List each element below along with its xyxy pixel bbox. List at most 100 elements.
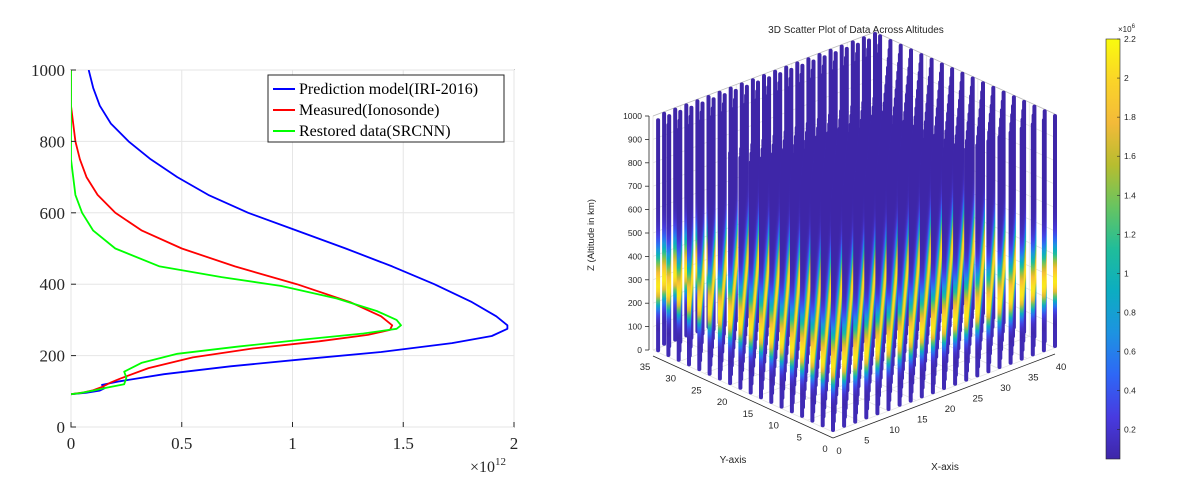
x-tick-label: 0 (67, 434, 76, 453)
data-point-column (1019, 126, 1024, 361)
x-tick-label: 35 (1028, 373, 1039, 384)
x-tick-label: 40 (1056, 362, 1067, 373)
legend-entry: Restored data(SRCNN) (299, 123, 451, 140)
scatter-3d-chart: 3D Scatter Plot of Data Across Altitudes… (586, 24, 1136, 473)
data-point-column (738, 155, 743, 390)
colorbar-tick-label: 0.8 (1124, 307, 1136, 317)
data-point-column (676, 127, 681, 362)
colorbar-tick-label: 1.4 (1124, 190, 1136, 200)
colorbar-gradient (1105, 38, 1121, 460)
data-point-column (1030, 122, 1035, 357)
y-axis-ticks: 0 200 400 600 800 1000 (31, 61, 76, 437)
colorbar-tick-label: 0.6 (1124, 347, 1136, 357)
z-tick-label: 400 (628, 251, 642, 261)
x-grid-line (652, 349, 834, 433)
data-point-column (820, 193, 825, 428)
series-line-1 (71, 70, 394, 396)
data-point-column (842, 193, 847, 428)
data-point-column (886, 177, 891, 411)
data-point-column (779, 174, 784, 409)
colorbar-tick-label: 1.2 (1124, 229, 1136, 239)
data-point-column (942, 156, 946, 390)
z-tick-label: 200 (628, 298, 642, 308)
x-axis-line (832, 353, 1056, 439)
z-tick-label: 100 (628, 322, 642, 332)
x-axis-label: X-axis (931, 462, 959, 473)
data-point-column (697, 137, 702, 372)
y-tick-label: 200 (40, 347, 66, 366)
colorbar-tick-label: 0.2 (1124, 425, 1136, 435)
data-point-column (997, 135, 1002, 369)
data-point-column (953, 151, 958, 386)
data-point-column (1053, 114, 1057, 348)
data-point-column (800, 183, 805, 418)
x-tick-label: 10 (889, 425, 900, 436)
data-point-column (975, 143, 980, 378)
data-point-column (717, 146, 722, 381)
data-point-column (853, 189, 858, 424)
y-tick-label: 800 (40, 132, 66, 151)
data-point-column (810, 188, 815, 423)
z-tick-label: 0 (637, 345, 642, 355)
data-point-column (759, 165, 763, 400)
x-tick-label: 5 (864, 436, 869, 447)
y-tick-label: 0 (822, 444, 827, 455)
y-tick-label: 20 (717, 397, 728, 408)
colorbar: 0.2 0.4 0.6 0.8 1 1.2 1.4 1.6 1.8 2 2.2 (1105, 34, 1136, 460)
x-tick-label: 15 (917, 415, 928, 426)
legend-box (267, 74, 505, 143)
x-tick-label: 30 (1000, 383, 1011, 394)
y-axis: 0 5 10 15 20 25 30 35 (640, 355, 834, 455)
x-tick-label: 0 (836, 446, 841, 457)
colorbar-tick-label: 1.8 (1124, 112, 1136, 122)
x-axis: 0 5 10 15 20 25 30 35 40 (832, 353, 1067, 457)
y-tick-label: 600 (40, 204, 66, 223)
x-tick-label: 20 (945, 404, 956, 415)
x-tick-label: 1.5 (393, 434, 414, 453)
x-tick-label: 25 (972, 394, 983, 405)
z-tick-label: 500 (628, 228, 642, 238)
legend-entry: Measured(Ionosonde) (299, 102, 439, 119)
colorbar-tick-label: 2 (1124, 73, 1129, 83)
z-tick-label: 900 (628, 134, 642, 144)
z-axis: 0 100 200 300 400 500 600 700 800 900 1000 (623, 111, 650, 355)
colorbar-tick-label: 1 (1124, 268, 1129, 278)
data-point-column (986, 139, 991, 374)
data-point-column (666, 123, 671, 357)
data-point-column (789, 179, 794, 414)
data-point-column (864, 185, 869, 420)
data-point-column (748, 160, 753, 395)
y-tick-label: 10 (768, 421, 779, 432)
y-tick-label: 400 (40, 275, 66, 294)
z-tick-label: 700 (628, 181, 642, 191)
scatter-title: 3D Scatter Plot of Data Across Altitudes (768, 25, 944, 36)
data-point-column (728, 151, 733, 386)
data-point-column (1041, 118, 1046, 353)
data-point-column (673, 107, 678, 342)
y-axis-label: Y-axis (720, 455, 747, 466)
series-line-2 (71, 70, 402, 396)
data-point-column (919, 164, 924, 399)
data-point-column (908, 168, 913, 403)
data-point-column (656, 118, 661, 353)
x-tick-label: 2 (510, 434, 519, 453)
data-point-column (831, 198, 835, 432)
y-tick-label: 1000 (31, 61, 65, 80)
data-point-columns (656, 32, 1057, 432)
series-lines (71, 70, 509, 396)
x-tick-label: 0.5 (171, 434, 192, 453)
y-axis-line (652, 355, 834, 439)
data-point-column (897, 172, 902, 407)
x-tick-label: 1 (288, 434, 297, 453)
data-point-column (1008, 130, 1013, 365)
z-tick-label: 600 (628, 205, 642, 215)
legend: Prediction model(IRI-2016) Measured(Ionos… (267, 74, 505, 143)
z-axis-label: Z (Altitude in km) (586, 199, 597, 271)
colorbar-tick-label: 1.6 (1124, 151, 1136, 161)
data-point-column (769, 169, 774, 404)
data-point-column (964, 147, 969, 382)
y-tick-label: 35 (640, 362, 651, 373)
y-tick-label: 30 (665, 374, 676, 385)
data-point-column (930, 160, 935, 395)
